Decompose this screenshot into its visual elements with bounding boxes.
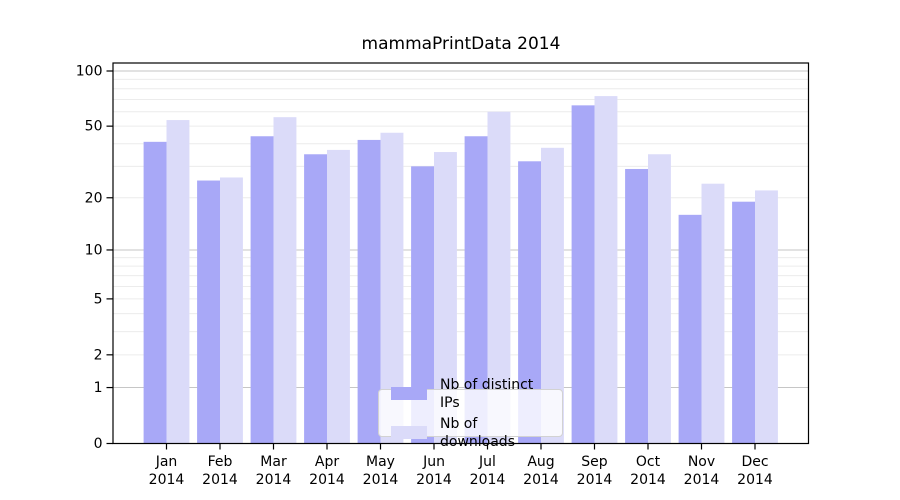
x-tick-label-month: Feb — [208, 454, 233, 470]
bar-downloads — [273, 117, 297, 444]
y-tick-label: 100 — [76, 64, 103, 80]
x-tick-label-year: 2014 — [577, 472, 613, 488]
bar-distinct-ips — [357, 139, 381, 444]
bar-downloads — [380, 132, 404, 444]
bar-downloads — [327, 149, 350, 444]
x-tick-label-year: 2014 — [470, 472, 506, 488]
bar-distinct-ips — [250, 136, 274, 444]
x-tick-label-month: Nov — [688, 454, 715, 470]
bar-distinct-ips — [464, 136, 488, 444]
x-tick-label-year: 2014 — [416, 472, 452, 488]
x-tick-label-month: Aug — [527, 454, 554, 470]
x-tick-label-year: 2014 — [256, 472, 292, 488]
legend-item-downloads: Nb of downloads — [389, 415, 552, 451]
x-tick-label-month: Jul — [478, 454, 496, 470]
legend-item-distinct-ips: Nb of distinct IPs — [389, 376, 552, 412]
x-tick-label-year: 2014 — [149, 472, 185, 488]
x-tick-label-year: 2014 — [202, 472, 238, 488]
x-tick-label-month: Dec — [741, 454, 768, 470]
legend-swatch-distinct-ips — [391, 387, 427, 400]
bar-distinct-ips — [571, 105, 595, 444]
bar-distinct-ips — [143, 141, 167, 444]
y-tick-label: 5 — [94, 291, 103, 307]
x-tick-label-month: Oct — [636, 454, 661, 470]
y-tick-label: 50 — [85, 119, 103, 135]
bar-distinct-ips — [732, 201, 755, 444]
legend-swatch-downloads — [391, 426, 427, 439]
x-tick-label-year: 2014 — [309, 472, 345, 488]
legend: Nb of distinct IPs Nb of downloads — [378, 377, 563, 450]
bar-distinct-ips — [625, 168, 648, 444]
bar-distinct-ips — [411, 166, 434, 444]
x-tick-label-month: Apr — [315, 454, 339, 470]
bar-downloads — [755, 190, 778, 444]
x-tick-label-month: Jan — [155, 454, 178, 470]
bar-downloads — [434, 152, 457, 444]
bar-downloads — [594, 96, 618, 444]
x-tick-label-year: 2014 — [684, 472, 720, 488]
x-tick-label-month: May — [366, 454, 395, 470]
bar-downloads — [487, 111, 511, 444]
legend-label-distinct-ips: Nb of distinct IPs — [440, 376, 534, 411]
x-tick-label-month: Sep — [581, 454, 608, 470]
y-tick-label: 1 — [94, 380, 103, 396]
bar-distinct-ips — [197, 180, 220, 444]
bar-distinct-ips — [304, 154, 327, 444]
x-tick-label-year: 2014 — [363, 472, 399, 488]
x-tick-label-month: Jun — [422, 454, 445, 470]
bar-distinct-ips — [518, 161, 541, 444]
axis-frame — [112, 62, 810, 445]
bar-downloads — [166, 120, 190, 444]
bar-downloads — [648, 154, 671, 444]
y-tick-label: 2 — [94, 347, 103, 363]
y-tick-label: 20 — [85, 190, 103, 206]
bar-downloads — [220, 177, 243, 444]
y-tick-label: 0 — [94, 436, 103, 452]
bar-downloads — [701, 183, 725, 444]
x-tick-label-month: Mar — [260, 454, 287, 470]
legend-label-downloads: Nb of downloads — [440, 415, 515, 450]
x-tick-label-year: 2014 — [737, 472, 773, 488]
x-tick-label-year: 2014 — [630, 472, 666, 488]
bar-distinct-ips — [678, 214, 702, 444]
x-tick-label-year: 2014 — [523, 472, 559, 488]
bar-downloads — [541, 147, 564, 444]
chart-title: mammaPrintData 2014 — [361, 34, 561, 54]
y-tick-label: 10 — [85, 242, 103, 258]
